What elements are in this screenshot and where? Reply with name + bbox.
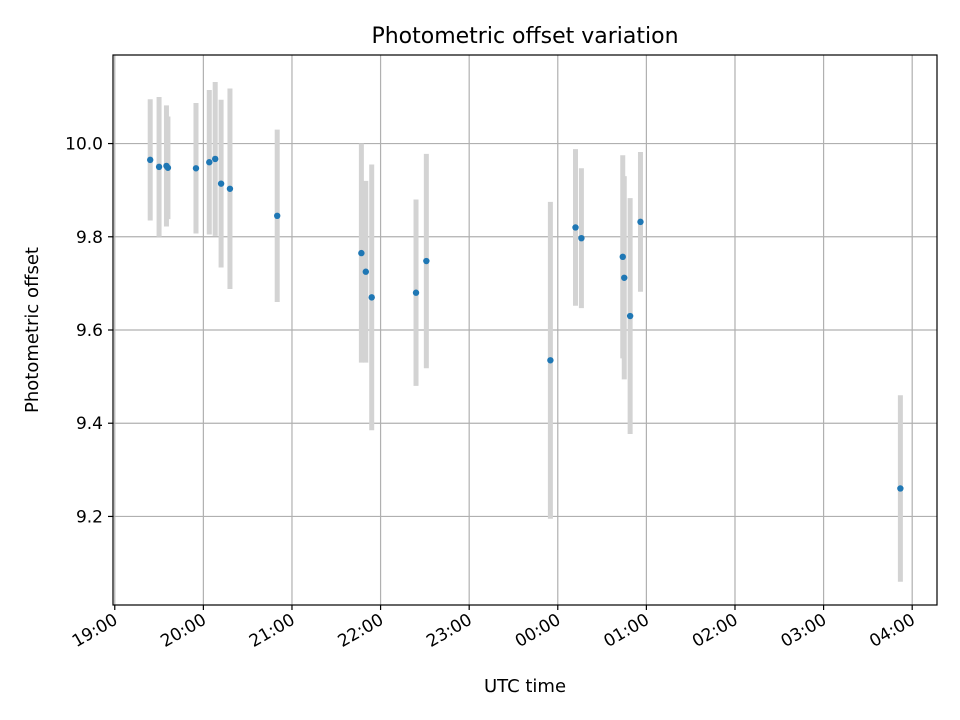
data-point bbox=[274, 212, 281, 220]
data-point bbox=[147, 156, 154, 164]
data-point bbox=[547, 357, 554, 364]
y-tick-label: 9.2 bbox=[76, 507, 103, 527]
y-tick-label: 9.8 bbox=[76, 228, 103, 248]
data-point bbox=[155, 163, 163, 171]
data-point bbox=[206, 159, 213, 166]
data-point bbox=[897, 485, 904, 492]
y-tick-label: 9.4 bbox=[76, 414, 103, 434]
data-point bbox=[572, 224, 579, 231]
data-point bbox=[619, 253, 626, 261]
data-point bbox=[226, 185, 234, 192]
data-point bbox=[423, 257, 430, 265]
data-point bbox=[217, 180, 225, 187]
y-axis: 9.2 9.4 9.6 9.8 10.0 bbox=[65, 135, 113, 527]
data-point bbox=[358, 249, 365, 257]
y-axis-label: Photometric offset bbox=[22, 247, 43, 413]
y-tick-label: 9.6 bbox=[76, 321, 103, 341]
data-point bbox=[578, 234, 585, 242]
chart-title: Photometric offset variation bbox=[371, 24, 678, 49]
data-point bbox=[412, 289, 420, 296]
y-tick-label: 10.0 bbox=[65, 135, 103, 155]
data-point bbox=[626, 312, 634, 320]
x-axis-label: UTC time bbox=[484, 676, 566, 697]
data-point bbox=[192, 165, 200, 172]
data-point bbox=[637, 218, 644, 226]
data-point bbox=[211, 155, 219, 163]
data-points bbox=[147, 155, 904, 492]
data-point bbox=[362, 268, 370, 275]
data-point bbox=[621, 274, 628, 281]
data-point bbox=[368, 294, 375, 301]
grid bbox=[113, 55, 937, 605]
data-point bbox=[164, 164, 172, 171]
